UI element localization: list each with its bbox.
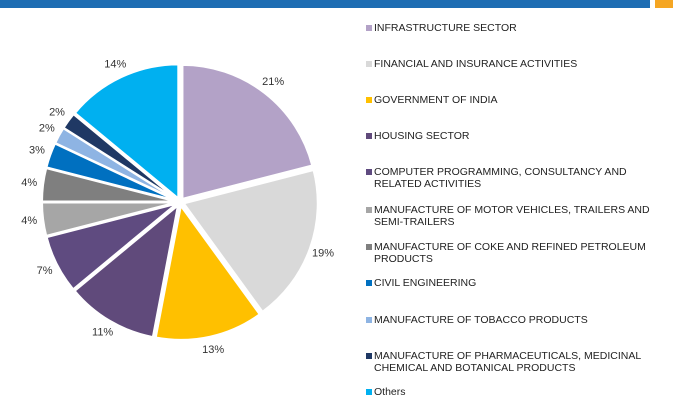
pie-slice (45, 202, 178, 291)
pie-slice (62, 112, 178, 201)
legend-label: MANUFACTURE OF MOTOR VEHICLES, TRAILERS … (374, 204, 650, 228)
legend-swatch (366, 207, 372, 213)
legend-item: MANUFACTURE OF COKE AND REFINED PETROLEU… (366, 241, 671, 265)
data-label: 2% (49, 107, 65, 119)
legend-swatch (366, 61, 372, 67)
data-label: 21% (262, 76, 284, 88)
pie-slice (41, 201, 177, 238)
data-label: 19% (312, 247, 334, 259)
legend-swatch (366, 169, 372, 175)
legend-label: MANUFACTURE OF PHARMACEUTICALS, MEDICINA… (374, 350, 641, 374)
legend-swatch (366, 317, 372, 323)
legend-item: GOVERNMENT OF INDIA (366, 94, 671, 106)
pie-slice (73, 202, 180, 339)
header-bar (0, 0, 650, 8)
data-label: 4% (21, 215, 37, 227)
legend-item: MANUFACTURE OF MOTOR VEHICLES, TRAILERS … (366, 204, 671, 228)
legend-item: CIVIL ENGINEERING (366, 277, 671, 289)
data-label: 2% (39, 123, 55, 135)
header-accent (655, 0, 673, 8)
legend-label: COMPUTER PROGRAMMING, CONSULTANCY AND RE… (374, 166, 627, 190)
legend-item: FINANCIAL AND INSURANCE ACTIVITIES (366, 58, 671, 70)
legend-label: GOVERNMENT OF INDIA (374, 94, 498, 106)
data-label: 14% (104, 58, 126, 70)
data-label: 4% (21, 177, 37, 189)
legend-item: Others (366, 386, 671, 398)
data-label: 7% (37, 265, 53, 277)
pie-slice (181, 63, 314, 201)
legend-label: MANUFACTURE OF COKE AND REFINED PETROLEU… (374, 241, 646, 265)
legend-item: INFRASTRUCTURE SECTOR (366, 22, 671, 34)
pie-slice (154, 203, 262, 341)
legend-label: INFRASTRUCTURE SECTOR (374, 22, 517, 34)
legend-item: COMPUTER PROGRAMMING, CONSULTANCY AND RE… (366, 166, 671, 190)
legend-swatch (366, 25, 372, 31)
legend-label: MANUFACTURE OF TOBACCO PRODUCTS (374, 314, 588, 326)
data-label: 11% (92, 327, 113, 339)
legend-label: FINANCIAL AND INSURANCE ACTIVITIES (374, 58, 578, 70)
data-label: 3% (29, 144, 45, 156)
legend-swatch (366, 133, 372, 139)
legend-label: CIVIL ENGINEERING (374, 277, 477, 289)
legend-swatch (366, 244, 372, 250)
legend-item: MANUFACTURE OF TOBACCO PRODUCTS (366, 314, 671, 326)
legend-swatch (366, 389, 372, 395)
data-label: 13% (202, 344, 224, 356)
legend-swatch (366, 280, 372, 286)
legend-label: HOUSING SECTOR (374, 130, 470, 142)
pie-slice (73, 63, 180, 201)
legend-item: MANUFACTURE OF PHARMACEUTICALS, MEDICINA… (366, 350, 671, 374)
pie-slice (182, 168, 319, 314)
legend-swatch (366, 97, 372, 103)
legend-label: Others (374, 386, 406, 398)
legend-item: HOUSING SECTOR (366, 130, 671, 142)
legend-swatch (366, 353, 372, 359)
